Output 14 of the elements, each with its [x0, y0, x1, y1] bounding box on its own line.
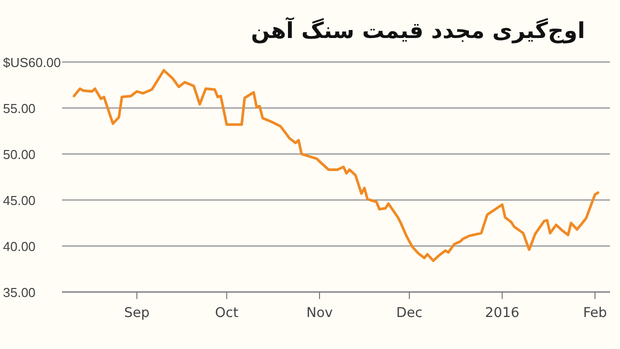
x-tick-label: Nov [306, 305, 333, 321]
line-series [72, 68, 600, 262]
x-tick-label: Oct [215, 305, 238, 321]
y-tick-label: $US60.00 [3, 55, 61, 70]
chart-title: اوج‌گیری مجدد قیمت سنگ آهن [251, 17, 585, 44]
y-tick-label: 45.00 [3, 193, 36, 208]
y-tick-label: 55.00 [3, 101, 36, 116]
y-tick-label: 50.00 [3, 147, 36, 162]
x-tick-label: Feb [583, 305, 607, 321]
y-tick-label: 40.00 [3, 239, 36, 254]
y-tick-label: 35.00 [3, 285, 36, 300]
x-tick-label: 2016 [485, 305, 520, 321]
x-tick-label: Dec [396, 305, 422, 321]
x-tick-label: Sep [124, 305, 150, 321]
